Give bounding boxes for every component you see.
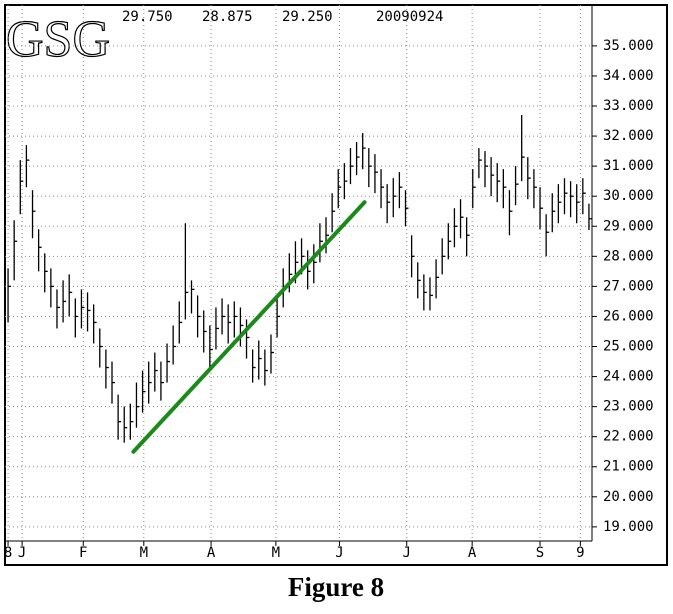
y-tick-label: 27.000 — [603, 278, 654, 294]
x-tick-label: A — [207, 545, 216, 561]
y-tick-label: 28.000 — [603, 248, 654, 264]
x-tick-label: J — [18, 545, 26, 561]
y-tick-label: 21.000 — [603, 459, 654, 475]
y-tick-label: 23.000 — [603, 399, 654, 415]
y-tick-label: 31.000 — [603, 158, 654, 174]
y-tick-label: 33.000 — [603, 98, 654, 114]
x-tick-label: 9 — [576, 545, 584, 561]
symbol: GSG — [6, 11, 110, 68]
y-tick-label: 26.000 — [603, 308, 654, 324]
chart-frame — [4, 4, 668, 566]
x-tick-label: S — [536, 545, 544, 561]
x-tick-label: J — [335, 545, 343, 561]
y-tick-label: 24.000 — [603, 369, 654, 385]
x-tick-label: M — [272, 545, 280, 561]
header-date: 20090924 — [376, 9, 443, 25]
x-tick-label: 8 — [4, 545, 12, 561]
x-tick-label: M — [140, 545, 148, 561]
y-tick-label: 30.000 — [603, 188, 654, 204]
caption: Figure 8 — [288, 572, 384, 602]
x-tick-label: J — [403, 545, 411, 561]
x-tick-label: A — [468, 545, 477, 561]
header-close: 29.250 — [282, 9, 333, 25]
y-tick-label: 20.000 — [603, 489, 654, 505]
y-tick-label: 35.000 — [603, 38, 654, 54]
y-tick-label: 29.000 — [603, 218, 654, 234]
y-tick-label: 19.000 — [603, 519, 654, 535]
header-low: 28.875 — [202, 9, 253, 25]
y-tick-label: 32.000 — [603, 128, 654, 144]
y-tick-label: 22.000 — [603, 429, 654, 445]
trend-line — [131, 200, 367, 454]
header-high: 29.750 — [122, 9, 173, 25]
x-tick-label: F — [79, 545, 87, 561]
y-tick-label: 34.000 — [603, 68, 654, 84]
y-tick-label: 25.000 — [603, 339, 654, 355]
